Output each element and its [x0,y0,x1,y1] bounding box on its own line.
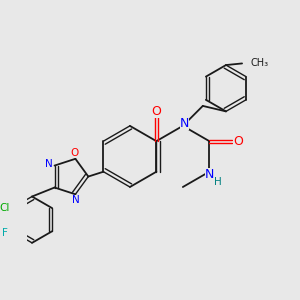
Text: F: F [2,228,8,238]
Text: CH₃: CH₃ [250,58,268,68]
Text: O: O [70,148,79,158]
Text: N: N [180,117,189,130]
Text: N: N [205,168,214,182]
Text: Cl: Cl [0,203,10,213]
Text: N: N [71,195,79,205]
Text: H: H [214,177,222,187]
Text: N: N [45,159,53,169]
Text: O: O [152,105,161,118]
Text: O: O [233,135,243,148]
